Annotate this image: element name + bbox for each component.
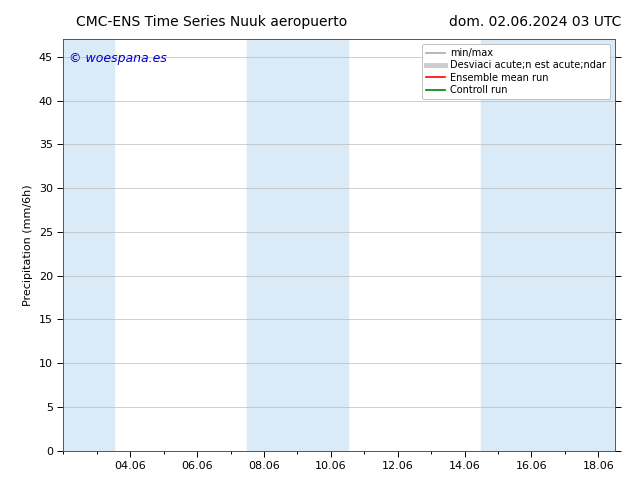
Bar [481,39,615,451]
Text: © woespana.es: © woespana.es [69,51,167,65]
Text: CMC-ENS Time Series Nuuk aeropuerto: CMC-ENS Time Series Nuuk aeropuerto [76,15,347,29]
Bar [63,39,113,451]
Y-axis label: Precipitation (mm/6h): Precipitation (mm/6h) [23,184,34,306]
Legend: min/max, Desviaci acute;n est acute;ndar, Ensemble mean run, Controll run: min/max, Desviaci acute;n est acute;ndar… [422,44,610,99]
Bar [247,39,347,451]
Text: dom. 02.06.2024 03 UTC: dom. 02.06.2024 03 UTC [449,15,621,29]
